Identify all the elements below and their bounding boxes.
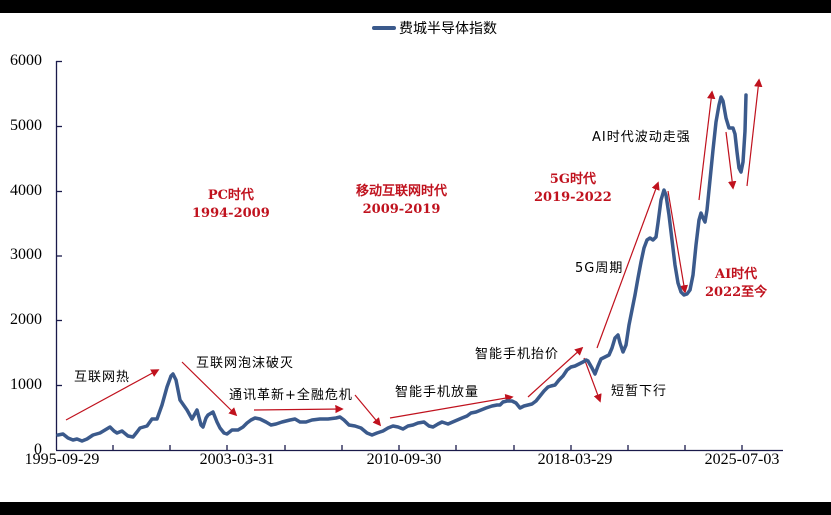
era-label-5g: 5G时代 2019-2022	[534, 171, 612, 207]
legend-line-swatch	[372, 26, 396, 30]
y-tick-label: 5000	[10, 117, 42, 134]
annotation-telecom-financial-crisis: 通讯革新+全融危机	[229, 388, 353, 403]
era-range: 1994-2009	[192, 206, 270, 221]
annotation-smartphone-price-rise: 智能手机抬价	[475, 347, 560, 362]
y-tick-label: 6000	[10, 52, 42, 69]
era-range: 2019-2022	[534, 190, 612, 205]
annotation-smartphone-volume: 智能手机放量	[395, 385, 480, 400]
y-tick-label: 4000	[10, 182, 42, 199]
annotation-ai-volatility: AI时代波动走强	[592, 130, 691, 145]
y-tick-label: 0	[34, 441, 42, 458]
legend: 费城半导体指数	[372, 18, 497, 38]
x-tick-label: 2003-03-31	[199, 451, 275, 468]
chart-canvas	[0, 13, 831, 502]
annotation-5g-cycle: 5G周期	[575, 261, 624, 276]
era-title: AI时代	[715, 267, 758, 282]
era-range: 2009-2019	[362, 202, 441, 217]
annotation-short-decline: 短暂下行	[611, 384, 668, 399]
era-title: 5G时代	[549, 172, 596, 187]
annotation-internet-boom: 互联网热	[74, 370, 131, 385]
y-tick-label: 1000	[10, 376, 42, 393]
era-label-ai: AI时代 2022至今	[705, 266, 767, 302]
era-label-mobile-internet: 移动互联网时代 2009-2019	[356, 183, 447, 219]
era-title: PC时代	[207, 188, 254, 203]
legend-label: 费城半导体指数	[399, 21, 497, 37]
x-tick-label: 1995-09-29	[24, 451, 100, 468]
y-tick-label: 2000	[10, 311, 42, 328]
y-tick-label: 3000	[10, 246, 42, 263]
series-line	[56, 93, 748, 443]
x-tick-label: 2010-09-30	[366, 451, 442, 468]
era-label-pc: PC时代 1994-2009	[192, 187, 270, 223]
x-tick-label: 2018-03-29	[537, 451, 613, 468]
era-title: 移动互联网时代	[356, 184, 448, 199]
axes	[55, 60, 783, 452]
trend-arrows	[65, 78, 763, 427]
annotation-dotcom-bust: 互联网泡沫破灭	[196, 356, 295, 371]
x-tick-label: 2025-07-03	[704, 451, 780, 468]
era-range: 2022至今	[705, 285, 768, 300]
